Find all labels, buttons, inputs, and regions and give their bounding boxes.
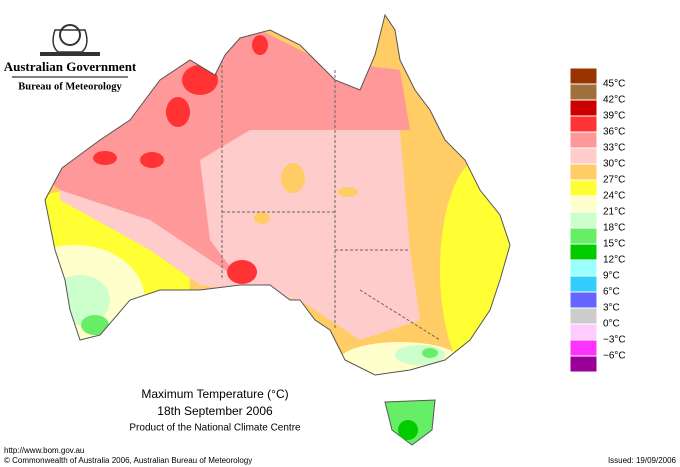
- legend-swatch: [569, 323, 598, 341]
- legend-swatch: [569, 195, 598, 213]
- legend-label: 21°C: [603, 207, 625, 218]
- crest: [40, 24, 100, 56]
- legend-label: −6°C: [603, 351, 626, 362]
- legend-swatch: [569, 67, 598, 85]
- legend-swatch: [569, 307, 598, 325]
- legend-swatch: [569, 355, 598, 373]
- legend-label: 0°C: [603, 319, 620, 330]
- legend-label: 45°C: [603, 79, 625, 90]
- legend-label: 39°C: [603, 111, 625, 122]
- legend-label: 12°C: [603, 255, 625, 266]
- issued: Issued: 19/09/2006: [608, 456, 677, 465]
- legend: 45°C 42°C 39°C 36°C 33°C 30°C 27°C 24°C 21°C 18°C…: [569, 67, 626, 373]
- legend-label: 18°C: [603, 223, 625, 234]
- url: http://www.bom.gov.au: [4, 446, 84, 455]
- legend-label: 36°C: [603, 127, 625, 138]
- map-date: 18th September 2006: [157, 404, 273, 418]
- bureau: Bureau of Meteorology: [18, 81, 122, 92]
- coastline: [44, 13, 511, 376]
- government: Australian Government: [4, 59, 137, 74]
- legend-swatch: [569, 115, 598, 133]
- legend-swatch: [569, 291, 598, 309]
- legend-label: 27°C: [603, 175, 625, 186]
- legend-swatch: [569, 243, 598, 261]
- legend-label: 24°C: [603, 191, 625, 202]
- legend-swatch: [569, 211, 598, 229]
- tasmania-zone: [398, 420, 418, 440]
- legend-swatch: [569, 147, 598, 165]
- legend-label: −3°C: [603, 335, 626, 346]
- map-title: Maximum Temperature (°C): [141, 387, 288, 401]
- legend-swatch: [569, 339, 598, 357]
- legend-swatch: [569, 99, 598, 117]
- legend-swatch: [569, 179, 598, 197]
- legend-label: 30°C: [603, 159, 625, 170]
- legend-swatch: [569, 131, 598, 149]
- legend-swatch: [569, 83, 598, 101]
- legend-swatch: [569, 227, 598, 245]
- legend-label: 15°C: [603, 239, 625, 250]
- legend-label: 42°C: [603, 95, 625, 106]
- map-product: Product of the National Climate Centre: [129, 423, 301, 434]
- state-borders: [221, 60, 441, 341]
- legend-label: 9°C: [603, 271, 620, 282]
- legend-swatch: [569, 259, 598, 277]
- legend-label: 3°C: [603, 303, 620, 314]
- legend-label: 6°C: [603, 287, 620, 298]
- legend-swatch: [569, 163, 598, 181]
- legend-label: 33°C: [603, 143, 625, 154]
- copyright: © Commonwealth of Australia 2006, Austra…: [4, 456, 252, 465]
- legend-swatch: [569, 275, 598, 293]
